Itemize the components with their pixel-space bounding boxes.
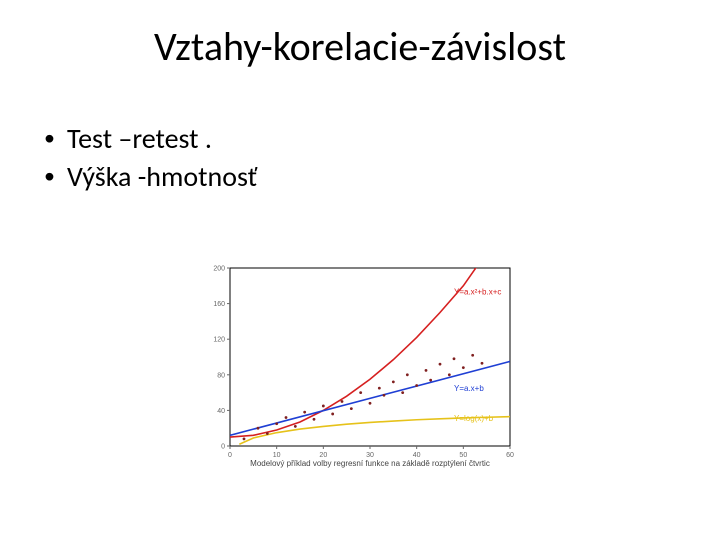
svg-text:20: 20 — [319, 452, 327, 459]
scatter-point — [453, 357, 456, 360]
scatter-point — [378, 387, 381, 390]
scatter-point — [462, 366, 465, 369]
scatter-point — [294, 425, 297, 428]
scatter-point — [429, 379, 432, 382]
svg-text:80: 80 — [217, 372, 225, 379]
scatter-point — [439, 363, 442, 366]
svg-text:40: 40 — [217, 408, 225, 415]
scatter-point — [285, 416, 288, 419]
curve-label-log: Y=log(x)+b — [454, 414, 494, 423]
svg-text:10: 10 — [273, 452, 281, 459]
curve-label-quadratic: Y=a.x²+b.x+c — [454, 288, 501, 297]
scatter-point — [331, 413, 334, 416]
bullet-text: Výška -hmotnosť — [67, 158, 257, 196]
scatter-point — [341, 400, 344, 403]
scatter-point — [303, 411, 306, 414]
bullet-list: • Test –retest . • Výška -hmotnosť — [44, 120, 257, 196]
svg-text:50: 50 — [459, 452, 467, 459]
scatter-point — [257, 427, 260, 430]
chart-svg: 0 40 80 120 160 200 0 10 20 30 40 50 60 Y=a.x²+b.x+c Y… — [200, 260, 520, 470]
svg-text:40: 40 — [413, 452, 421, 459]
bullet-dot-icon: • — [44, 158, 55, 193]
svg-text:120: 120 — [213, 337, 225, 344]
scatter-point — [243, 437, 246, 440]
scatter-point — [401, 391, 404, 394]
scatter-point — [322, 405, 325, 408]
bullet-item: • Test –retest . — [44, 120, 257, 158]
bullet-dot-icon: • — [44, 120, 55, 155]
scatter-point — [448, 373, 451, 376]
scatter-point — [415, 384, 418, 387]
curve-label-linear: Y=a.x+b — [454, 384, 484, 393]
svg-text:200: 200 — [213, 266, 225, 273]
scatter-point — [392, 381, 395, 384]
bullet-item: • Výška -hmotnosť — [44, 158, 257, 196]
svg-text:0: 0 — [228, 452, 232, 459]
svg-text:160: 160 — [213, 301, 225, 308]
chart-caption: Modelový příklad volby regresní funkce n… — [250, 459, 490, 468]
svg-text:30: 30 — [366, 452, 374, 459]
scatter-point — [313, 418, 316, 421]
scatter-point — [266, 432, 269, 435]
scatter-point — [481, 362, 484, 365]
regression-chart: 0 40 80 120 160 200 0 10 20 30 40 50 60 Y=a.x²+b.x+c Y… — [200, 260, 520, 470]
scatter-point — [350, 407, 353, 410]
scatter-point — [369, 402, 372, 405]
bullet-text: Test –retest . — [67, 120, 212, 158]
scatter-point — [275, 422, 278, 425]
slide: Vztahy-korelacie-závislost • Test –retes… — [0, 0, 720, 540]
svg-text:60: 60 — [506, 452, 514, 459]
scatter-point — [359, 391, 362, 394]
svg-text:0: 0 — [221, 444, 225, 451]
scatter-point — [383, 394, 386, 397]
scatter-point — [406, 373, 409, 376]
slide-title: Vztahy-korelacie-závislost — [0, 22, 720, 71]
scatter-point — [471, 354, 474, 357]
scatter-point — [425, 369, 428, 372]
